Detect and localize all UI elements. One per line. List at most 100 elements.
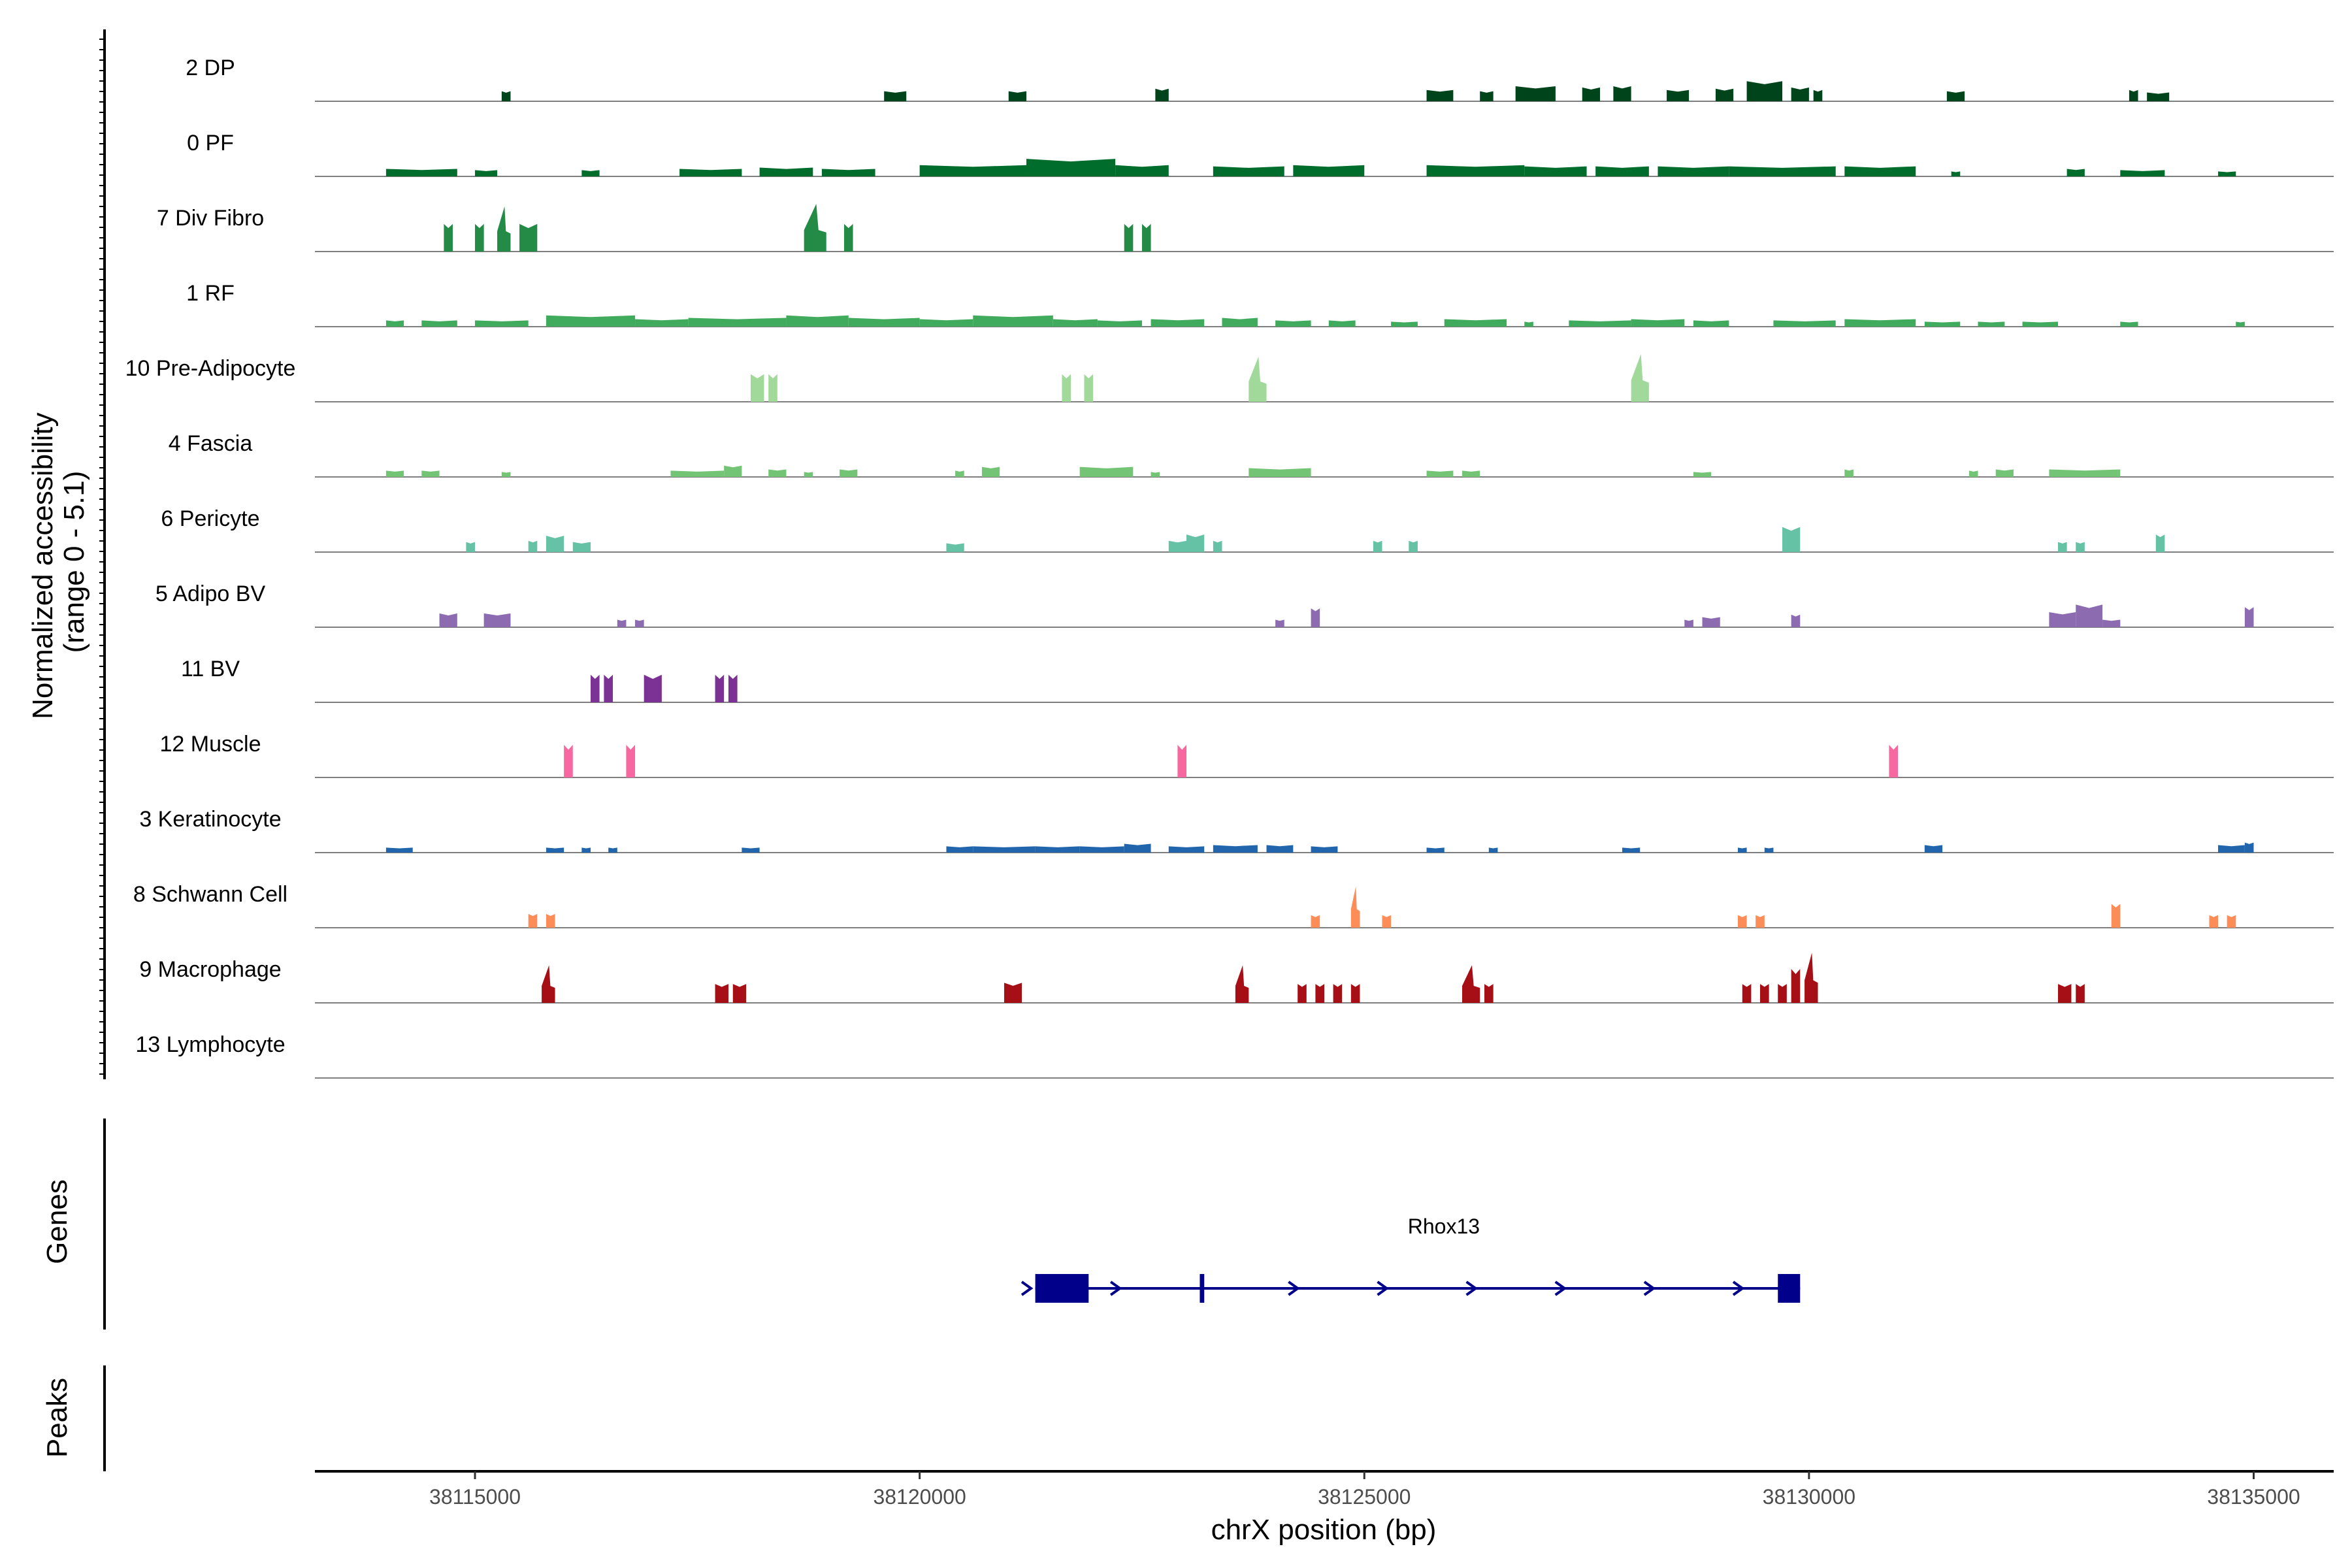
strand-arrow (1554, 1281, 1567, 1296)
coverage-peak (2102, 619, 2121, 627)
coverage-peak (1462, 965, 1480, 1003)
coverage-peak (1622, 847, 1641, 853)
coverage-peak (421, 470, 440, 477)
coverage-peak (475, 170, 498, 176)
coverage-peak (608, 847, 617, 853)
coverage-peak (546, 913, 555, 928)
gene-model: Rhox13 (1021, 1215, 1801, 1303)
track-label: 10 Pre-Adipocyte (125, 356, 296, 381)
genes-panel-title: Genes (41, 1179, 73, 1264)
gene-exon (1200, 1274, 1205, 1303)
coverage-peak (1693, 472, 1712, 477)
coverage-peak (1426, 847, 1445, 853)
coverage-peak (542, 965, 555, 1003)
coverage-peak (1978, 321, 2005, 327)
coverage-peak (385, 470, 404, 477)
coverage-peak (497, 206, 511, 252)
coverage-peak (1409, 540, 1418, 552)
coverage-peak (1484, 984, 1494, 1003)
coverage-peak (1315, 984, 1324, 1003)
coverage-peak (1266, 845, 1294, 853)
coverage-peak (2049, 469, 2121, 477)
coverage-peak (2155, 534, 2165, 552)
coverage-peak (444, 223, 453, 252)
coverage-peak (1746, 81, 1783, 101)
coverage-peak (1249, 468, 1311, 477)
coverage-peak (1168, 846, 1205, 853)
strand-arrow (1465, 1281, 1478, 1296)
track-4-fascia: 4 Fascia (169, 431, 2334, 478)
coverage-peak (1582, 87, 1600, 101)
track-label: 4 Fascia (169, 431, 253, 456)
coverage-peak (1613, 86, 1631, 101)
coverage-peak (848, 318, 920, 327)
coverage-peak (421, 320, 457, 327)
coverage-peak (2058, 984, 2072, 1003)
coverage-peak (1222, 318, 1258, 327)
coverage-peak (1946, 91, 1965, 101)
coverage-peak (572, 542, 591, 552)
coverage-peak (2120, 170, 2165, 176)
coverage-peak (724, 465, 742, 477)
coverage-peak (946, 543, 964, 552)
coverage-peak (1168, 540, 1187, 552)
coverage-peak (385, 169, 457, 176)
coverage-peak (439, 613, 457, 627)
coverage-peak (2236, 321, 2245, 327)
coverage-peak (635, 319, 689, 327)
coverage-peak (732, 984, 747, 1003)
coverage-peak (528, 913, 538, 928)
coverage-peak (483, 613, 511, 627)
track-label: 5 Adipo BV (155, 581, 266, 606)
track-label: 0 PF (187, 131, 234, 155)
coverage-peak (501, 91, 511, 101)
peaks-panel-title: Peaks (41, 1378, 73, 1458)
track-12-muscle: 12 Muscle (160, 732, 2334, 778)
coverage-peak (919, 319, 973, 327)
coverage-peak (564, 745, 573, 777)
coverage-peak (821, 169, 875, 176)
track-label: 6 Pericyte (161, 506, 259, 531)
coverage-peak (1715, 88, 1734, 101)
track-6-pericyte: 6 Pericyte (161, 506, 2334, 553)
coverage-peak (768, 469, 787, 477)
coverage-peak (626, 745, 636, 777)
coverage-peak (1235, 965, 1249, 1003)
coverage-peak (1737, 915, 1747, 928)
strand-arrow (1109, 1281, 1122, 1296)
coverage-peak (1426, 470, 1454, 477)
coverage-peak (1693, 320, 1729, 327)
coverage-peak (1426, 165, 1525, 176)
coverage-peak (804, 472, 813, 477)
coverage-peak (1275, 320, 1311, 327)
coverage-peak (670, 470, 725, 477)
coverage-peak (768, 374, 777, 402)
coverage-peak (742, 847, 760, 853)
coverage-peak (1742, 984, 1752, 1003)
coverage-peak (1778, 984, 1787, 1003)
coverage-peak (1053, 319, 1098, 327)
coverage-peak (1151, 472, 1160, 477)
track-label: 12 Muscle (160, 732, 261, 757)
coverage-peak (1524, 166, 1587, 176)
coverage-peak (1729, 166, 1836, 176)
coverage-peak (1333, 984, 1343, 1003)
strand-arrow (1288, 1281, 1300, 1296)
coverage-peak (1631, 353, 1649, 402)
coverage-peak (1889, 745, 1898, 777)
coverage-peak (955, 470, 964, 477)
coverage-peak (759, 167, 813, 176)
coverage-peak (1213, 166, 1284, 176)
x-tick-label: 38115000 (429, 1485, 521, 1509)
track-1-rf: 1 RF (186, 281, 2334, 327)
coverage-peak (1844, 319, 1916, 327)
coverage-peak (1773, 320, 1836, 327)
coverage-peak (2227, 915, 2236, 928)
coverage-peak (1844, 469, 1854, 477)
coverage-peak (1293, 165, 1365, 176)
gene-exon (1778, 1274, 1801, 1303)
coverage-peak (2076, 984, 2085, 1003)
coverage-peak (1924, 845, 1943, 853)
